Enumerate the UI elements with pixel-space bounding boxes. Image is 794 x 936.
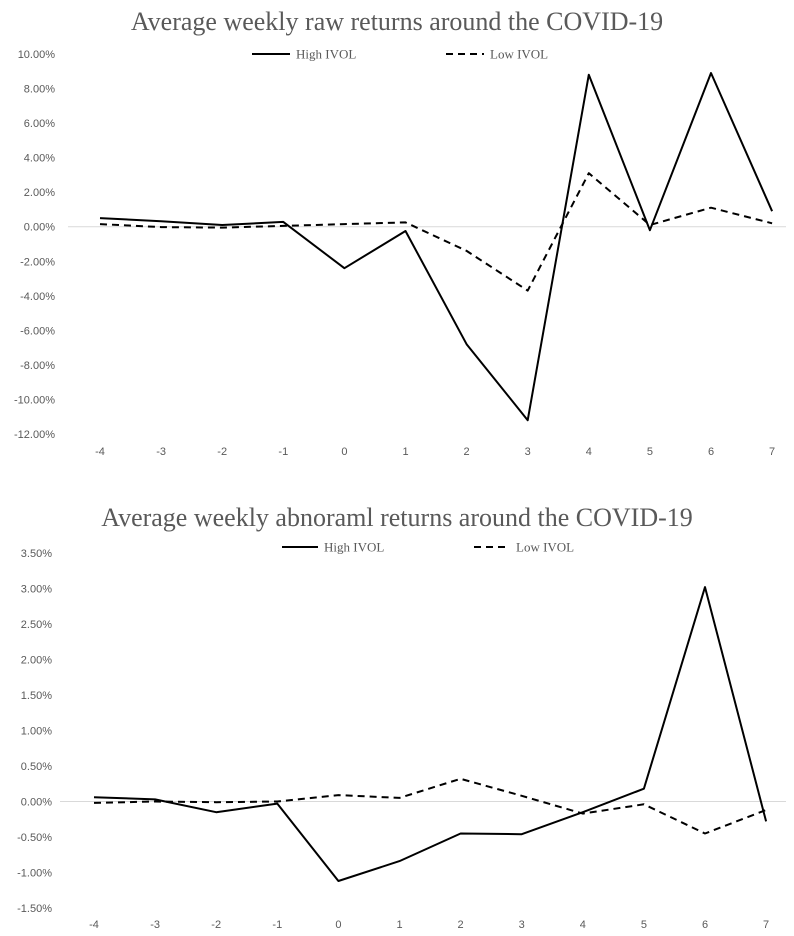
y-tick-label: -8.00% (20, 360, 55, 372)
x-tick-label: 2 (458, 919, 464, 931)
x-tick-label: 5 (647, 446, 653, 458)
series-line-low-ivol (99, 172, 773, 292)
x-tick-label: -4 (95, 446, 105, 458)
y-tick-label: -2.00% (20, 256, 55, 268)
x-tick-label: -1 (278, 446, 288, 458)
series-line-high-ivol (99, 72, 774, 422)
y-tick-label: -1.00% (17, 868, 52, 880)
raw-returns-chart-svg: Average weekly raw returns around the CO… (14, 7, 786, 458)
legend-low-ivol-label: Low IVOL (490, 47, 548, 62)
x-tick-label: -3 (150, 919, 160, 931)
legend-high-ivol-label: High IVOL (324, 540, 384, 555)
y-tick-label: 0.00% (24, 222, 55, 234)
y-tick-label: -4.00% (20, 291, 55, 303)
x-tick-label: -3 (156, 446, 166, 458)
y-tick-label: 1.00% (21, 726, 52, 738)
x-tick-label: 4 (586, 446, 592, 458)
y-tick-label: -6.00% (20, 325, 55, 337)
y-tick-label: 0.00% (21, 797, 52, 809)
y-tick-label: 2.50% (21, 619, 52, 631)
legend-high-ivol-label: High IVOL (296, 47, 356, 62)
x-tick-label: 1 (396, 919, 402, 931)
y-tick-label: 6.00% (24, 118, 55, 130)
x-tick-label: 3 (525, 446, 531, 458)
y-tick-label: 3.50% (21, 548, 52, 560)
y-tick-label: 3.00% (21, 584, 52, 596)
abnormal-returns-chart: Average weekly abnoraml returns around t… (0, 496, 794, 936)
y-tick-label: -12.00% (14, 429, 55, 441)
y-tick-label: -0.50% (17, 832, 52, 844)
y-tick-label: -10.00% (14, 394, 55, 406)
x-tick-label: 5 (641, 919, 647, 931)
x-tick-label: 0 (341, 446, 347, 458)
x-tick-label: 2 (464, 446, 470, 458)
chart-title: Average weekly abnoraml returns around t… (101, 503, 693, 532)
series-line-low-ivol (93, 777, 767, 835)
y-tick-label: 2.00% (24, 187, 55, 199)
x-tick-label: 6 (708, 446, 714, 458)
y-tick-label: 2.00% (21, 655, 52, 667)
abnormal-returns-chart-svg: Average weekly abnoraml returns around t… (17, 503, 786, 931)
raw-returns-chart: Average weekly raw returns around the CO… (14, 7, 786, 458)
x-tick-label: 7 (769, 446, 775, 458)
y-tick-label: 0.50% (21, 761, 52, 773)
series-line-high-ivol (93, 586, 768, 882)
y-tick-label: 4.00% (24, 153, 55, 165)
y-tick-label: 8.00% (24, 84, 55, 96)
x-tick-label: 7 (763, 919, 769, 931)
x-tick-label: 0 (335, 919, 341, 931)
y-tick-label: -1.50% (17, 903, 52, 915)
legend-low-ivol-label: Low IVOL (516, 540, 574, 555)
y-tick-label: 10.00% (18, 49, 56, 61)
x-tick-label: -1 (272, 919, 282, 931)
x-tick-label: 1 (402, 446, 408, 458)
x-tick-label: -2 (217, 446, 227, 458)
x-tick-label: -2 (211, 919, 221, 931)
x-tick-label: 6 (702, 919, 708, 931)
y-tick-label: 1.50% (21, 690, 52, 702)
chart-title: Average weekly raw returns around the CO… (131, 7, 663, 36)
x-tick-label: 4 (580, 919, 586, 931)
x-tick-label: -4 (89, 919, 99, 931)
x-tick-label: 3 (519, 919, 525, 931)
